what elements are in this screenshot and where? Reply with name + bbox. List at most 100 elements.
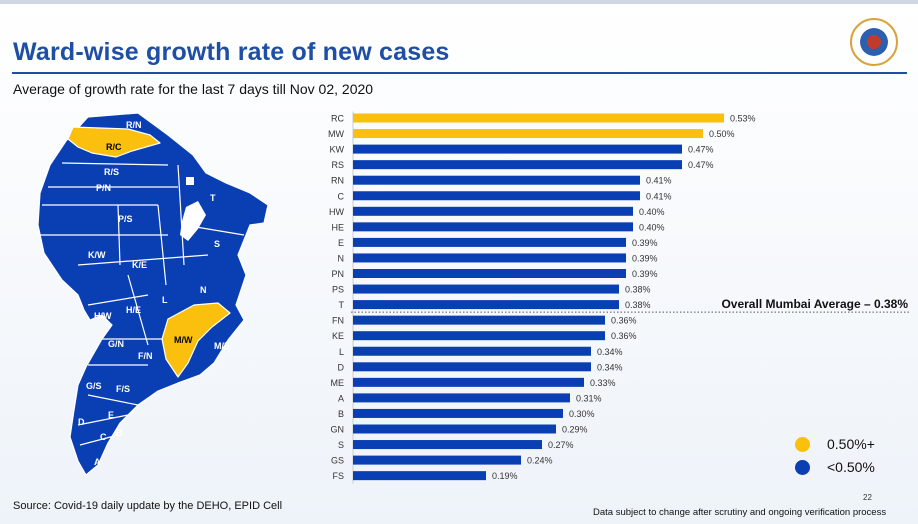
value-label-s: 0.27%: [548, 440, 574, 450]
map-labels: R/N R/C R/S P/N T P/S S K/W K/E N L H/W …: [78, 120, 230, 467]
tick-label-rs: RS: [331, 160, 344, 170]
map-label-pn: P/N: [96, 183, 111, 193]
map-ward-rc: [67, 126, 161, 158]
value-label-he: 0.40%: [639, 222, 665, 232]
bar-c: [353, 191, 640, 201]
source-note: Source: Covid-19 daily update by the DEH…: [13, 500, 283, 512]
tick-label-fn: FN: [332, 316, 344, 326]
map-label-rc: R/C: [106, 142, 122, 152]
value-label-pn: 0.39%: [632, 269, 658, 279]
map-label-rs: R/S: [104, 167, 119, 177]
map-label-hw: H/W: [94, 311, 112, 321]
map-landmass: [37, 112, 269, 476]
page-number: 22: [863, 493, 872, 502]
map-label-gs: G/S: [86, 381, 102, 391]
value-label-n: 0.39%: [632, 253, 658, 263]
value-label-gs: 0.24%: [527, 456, 553, 466]
bar-gn: [353, 424, 556, 434]
map-white-marker: [186, 177, 194, 185]
map-ward-mw: [161, 302, 231, 378]
tick-label-gs: GS: [331, 456, 344, 466]
legend-label-high: 0.50%+: [827, 436, 875, 452]
tick-label-rn: RN: [331, 176, 344, 186]
value-label-b: 0.30%: [569, 409, 595, 419]
value-label-l: 0.34%: [597, 347, 623, 357]
bar-hw: [353, 206, 633, 216]
tick-label-pn: PN: [331, 269, 344, 279]
map-label-s: S: [214, 239, 220, 249]
bar-n: [353, 253, 626, 263]
bar-fs: [353, 471, 486, 481]
map-label-kw: K/W: [88, 250, 106, 260]
tick-label-s: S: [338, 440, 344, 450]
slide-subtitle: Average of growth rate for the last 7 da…: [13, 81, 374, 97]
map-label-me: M/E: [214, 341, 230, 351]
value-label-rc: 0.53%: [730, 114, 756, 124]
bar-b: [353, 408, 563, 418]
tick-label-a: A: [338, 393, 344, 403]
disclaimer-note: Data subject to change after scrutiny an…: [593, 507, 887, 518]
value-label-t: 0.38%: [625, 300, 651, 310]
value-label-mw: 0.50%: [709, 129, 735, 139]
map-label-d: D: [78, 417, 85, 427]
bar-gs: [353, 455, 521, 465]
map-label-ps: P/S: [118, 214, 133, 224]
bar-he: [353, 222, 633, 232]
tick-label-e: E: [338, 238, 344, 248]
map-label-fs: F/S: [116, 384, 130, 394]
tick-label-mw: MW: [328, 129, 344, 139]
bar-rs: [353, 160, 682, 170]
seal-emblem: [860, 28, 888, 56]
tick-label-b: B: [338, 409, 344, 419]
map-label-a: A: [94, 457, 101, 467]
value-label-a: 0.31%: [576, 393, 602, 403]
tick-label-l: L: [339, 347, 344, 357]
map-label-t: T: [210, 193, 216, 203]
map-label-c: C: [100, 432, 107, 442]
bar-t: [353, 300, 619, 310]
tick-label-d: D: [338, 362, 345, 372]
legend-item-low: <0.50%: [795, 458, 915, 478]
value-label-c: 0.41%: [646, 191, 672, 201]
value-label-fs: 0.19%: [492, 471, 518, 481]
bar-mw: [353, 129, 703, 139]
map-label-gn: G/N: [108, 339, 124, 349]
value-label-ps: 0.38%: [625, 285, 651, 295]
legend-item-high: 0.50%+: [795, 435, 915, 455]
tick-label-hw: HW: [329, 207, 344, 217]
tick-label-rc: RC: [331, 114, 344, 124]
average-reference-label: Overall Mumbai Average – 0.38%: [721, 297, 908, 311]
bar-rc: [353, 113, 724, 123]
tick-label-kw: KW: [330, 145, 345, 155]
bar-e: [353, 237, 626, 247]
legend-label-low: <0.50%: [827, 459, 875, 475]
tick-label-c: C: [338, 191, 345, 201]
map-label-b: B: [116, 428, 123, 438]
map-label-l: L: [162, 295, 168, 305]
tick-label-n: N: [338, 253, 345, 263]
bar-fn: [353, 315, 605, 325]
map-label-e: E: [108, 410, 114, 420]
bar-d: [353, 362, 591, 372]
title-underline: [12, 72, 907, 74]
mcgm-seal-logo: [850, 18, 898, 66]
bar-ke: [353, 331, 605, 341]
value-label-ke: 0.36%: [611, 331, 637, 341]
bar-rn: [353, 175, 640, 185]
value-label-d: 0.34%: [597, 362, 623, 372]
tick-label-gn: GN: [331, 425, 345, 435]
map-label-ke: K/E: [132, 260, 147, 270]
slide-title: Ward-wise growth rate of new cases: [13, 38, 450, 66]
tick-label-he: HE: [331, 222, 344, 232]
bar-me: [353, 377, 584, 387]
bar-a: [353, 393, 570, 403]
map-label-n: N: [200, 285, 207, 295]
legend-swatch-high: [795, 437, 810, 452]
tick-label-t: T: [339, 300, 345, 310]
bar-l: [353, 346, 591, 356]
value-label-e: 0.39%: [632, 238, 658, 248]
tick-label-me: ME: [331, 378, 345, 388]
map-label-fn: F/N: [138, 351, 153, 361]
tick-label-fs: FS: [332, 471, 344, 481]
tick-label-ke: KE: [332, 331, 344, 341]
